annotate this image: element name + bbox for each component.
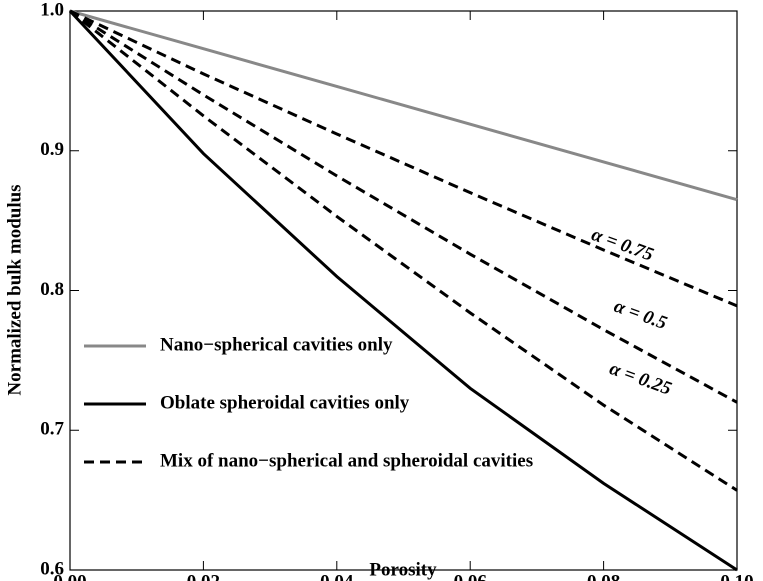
- legend-label: Nano−spherical cavities only: [160, 334, 393, 355]
- x-tick-label: 0.10: [720, 571, 753, 581]
- annotation: α = 0.75: [589, 224, 657, 266]
- series-line: [69, 9, 738, 404]
- series-line: [69, 9, 738, 202]
- y-tick-label: 0.8: [40, 279, 64, 300]
- annotation: α = 0.5: [611, 296, 670, 335]
- x-tick-label: 0.08: [587, 571, 620, 581]
- x-tick-label: 0.02: [187, 571, 220, 581]
- x-axis-label: Porosity: [369, 559, 437, 580]
- y-tick-label: 1.0: [40, 0, 64, 20]
- series-line: [68, 9, 738, 572]
- y-tick-label: 0.6: [40, 558, 64, 579]
- series-line: [69, 9, 738, 492]
- x-tick-label: 0.00: [53, 571, 86, 581]
- y-axis-label: Normalized bulk modulus: [4, 184, 25, 395]
- legend-label: Mix of nano−spherical and spheroidal cav…: [160, 450, 533, 471]
- series-line: [69, 9, 738, 308]
- x-tick-label: 0.06: [454, 571, 487, 581]
- y-tick-label: 0.7: [40, 419, 64, 440]
- x-tick-label: 0.04: [320, 571, 354, 581]
- y-tick-label: 0.9: [40, 139, 64, 160]
- legend-label: Oblate spheroidal cavities only: [160, 392, 410, 413]
- plot-frame: [69, 10, 738, 571]
